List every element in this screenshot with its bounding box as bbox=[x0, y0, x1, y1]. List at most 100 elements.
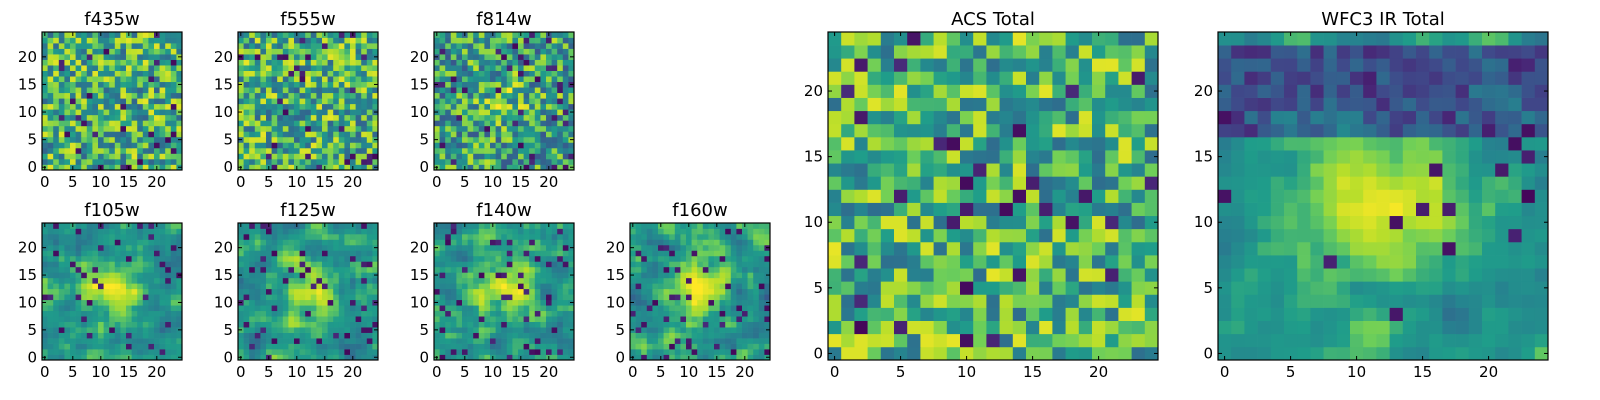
heatmap-cell bbox=[70, 233, 76, 240]
heatmap-cell bbox=[131, 125, 138, 132]
heatmap-cell bbox=[86, 321, 93, 328]
heatmap-cell bbox=[305, 343, 312, 350]
heatmap-cell bbox=[512, 283, 519, 290]
heatmap-cell bbox=[719, 305, 726, 312]
heatmap-cell bbox=[999, 268, 1014, 282]
heatmap-cell bbox=[518, 98, 524, 105]
heatmap-cell bbox=[986, 346, 1000, 361]
heatmap-cell bbox=[131, 48, 138, 55]
heatmap-cell bbox=[445, 343, 452, 350]
heatmap-cell bbox=[159, 48, 166, 55]
heatmap-cell bbox=[512, 153, 519, 160]
heatmap-cell bbox=[534, 109, 541, 116]
heatmap-cell bbox=[165, 321, 172, 328]
heatmap-cell bbox=[310, 239, 317, 246]
heatmap-cell bbox=[350, 158, 356, 165]
heatmap-cell bbox=[294, 153, 300, 160]
heatmap-cell bbox=[506, 310, 513, 317]
heatmap-cell bbox=[238, 255, 244, 262]
heatmap-cell bbox=[434, 65, 440, 71]
heatmap-cell bbox=[333, 354, 340, 361]
heatmap-cell bbox=[473, 288, 480, 295]
heatmap-cell bbox=[92, 164, 99, 171]
heatmap-cell bbox=[333, 272, 340, 279]
heatmap-cell bbox=[669, 250, 676, 257]
heatmap-cell bbox=[126, 87, 132, 94]
heatmap-cell bbox=[165, 87, 172, 94]
heatmap-cell bbox=[249, 272, 256, 279]
heatmap-cell bbox=[333, 338, 340, 344]
heatmap-cell bbox=[484, 261, 491, 268]
heatmap-cell bbox=[322, 114, 328, 121]
heatmap-cell bbox=[658, 239, 664, 246]
heatmap-cell bbox=[361, 114, 368, 121]
heatmap-cell bbox=[92, 283, 99, 290]
heatmap-cell bbox=[501, 354, 508, 361]
heatmap-cell bbox=[742, 327, 748, 333]
heatmap-cell bbox=[137, 125, 144, 132]
heatmap-cell bbox=[999, 163, 1014, 177]
heatmap-cell bbox=[361, 228, 368, 235]
heatmap-cell bbox=[484, 349, 491, 355]
heatmap-cell bbox=[70, 305, 76, 312]
heatmap-cell bbox=[81, 316, 88, 322]
heatmap-cell bbox=[456, 288, 463, 295]
heatmap-cell bbox=[355, 244, 362, 251]
heatmap-cell bbox=[338, 103, 345, 110]
heatmap-cell bbox=[658, 310, 664, 317]
heatmap-cell bbox=[450, 59, 457, 66]
heatmap-cell bbox=[658, 283, 664, 290]
heatmap-cell bbox=[841, 268, 855, 282]
heatmap-cell bbox=[114, 294, 121, 301]
heatmap-cell bbox=[70, 65, 76, 71]
heatmap-cell bbox=[534, 255, 541, 262]
heatmap-cell bbox=[327, 109, 334, 116]
heatmap-cell bbox=[366, 98, 373, 105]
heatmap-cell bbox=[1118, 268, 1132, 282]
heatmap-cell bbox=[920, 176, 934, 190]
heatmap-cell bbox=[702, 277, 709, 284]
heatmap-cell bbox=[327, 223, 334, 229]
heatmap-cell bbox=[372, 120, 379, 127]
heatmap-cell bbox=[165, 81, 172, 88]
heatmap-cell bbox=[669, 343, 676, 350]
heatmap-cell bbox=[534, 158, 541, 165]
heatmap-cell bbox=[344, 120, 351, 127]
heatmap-cell bbox=[58, 54, 65, 60]
heatmap-cell bbox=[254, 153, 261, 160]
heatmap-cell bbox=[299, 233, 306, 240]
heatmap-cell bbox=[841, 189, 855, 203]
y-tick-label: 10 bbox=[18, 103, 37, 121]
heatmap-cell bbox=[53, 255, 60, 262]
heatmap-cell bbox=[176, 255, 183, 262]
heatmap-cell bbox=[456, 81, 463, 88]
heatmap-cell bbox=[691, 261, 698, 268]
heatmap-cell bbox=[137, 147, 144, 154]
heatmap-cell bbox=[518, 283, 524, 290]
heatmap-cell bbox=[109, 65, 116, 71]
heatmap-cell bbox=[490, 228, 496, 235]
heatmap-cell bbox=[126, 299, 132, 306]
heatmap-cell bbox=[299, 37, 306, 44]
heatmap-cell bbox=[658, 288, 664, 295]
heatmap-cell bbox=[170, 261, 177, 268]
heatmap-cell bbox=[467, 103, 474, 110]
heatmap-cell bbox=[730, 261, 737, 268]
heatmap-cell bbox=[562, 92, 569, 99]
heatmap-cell bbox=[294, 120, 300, 127]
heatmap-cell bbox=[81, 283, 88, 290]
heatmap-cell bbox=[478, 305, 485, 312]
heatmap-cell bbox=[305, 338, 312, 344]
heatmap-cell bbox=[81, 228, 88, 235]
heatmap-cell bbox=[568, 125, 575, 132]
heatmap-cell bbox=[338, 136, 345, 143]
heatmap-cell bbox=[154, 43, 160, 49]
heatmap-cell bbox=[277, 288, 284, 295]
heatmap-cell bbox=[557, 114, 564, 121]
heatmap-cell bbox=[490, 120, 496, 127]
heatmap-cell bbox=[238, 59, 244, 66]
heatmap-cell bbox=[260, 48, 267, 55]
heatmap-cell bbox=[176, 288, 183, 295]
heatmap-cell bbox=[42, 147, 48, 154]
heatmap-cell bbox=[154, 37, 160, 44]
